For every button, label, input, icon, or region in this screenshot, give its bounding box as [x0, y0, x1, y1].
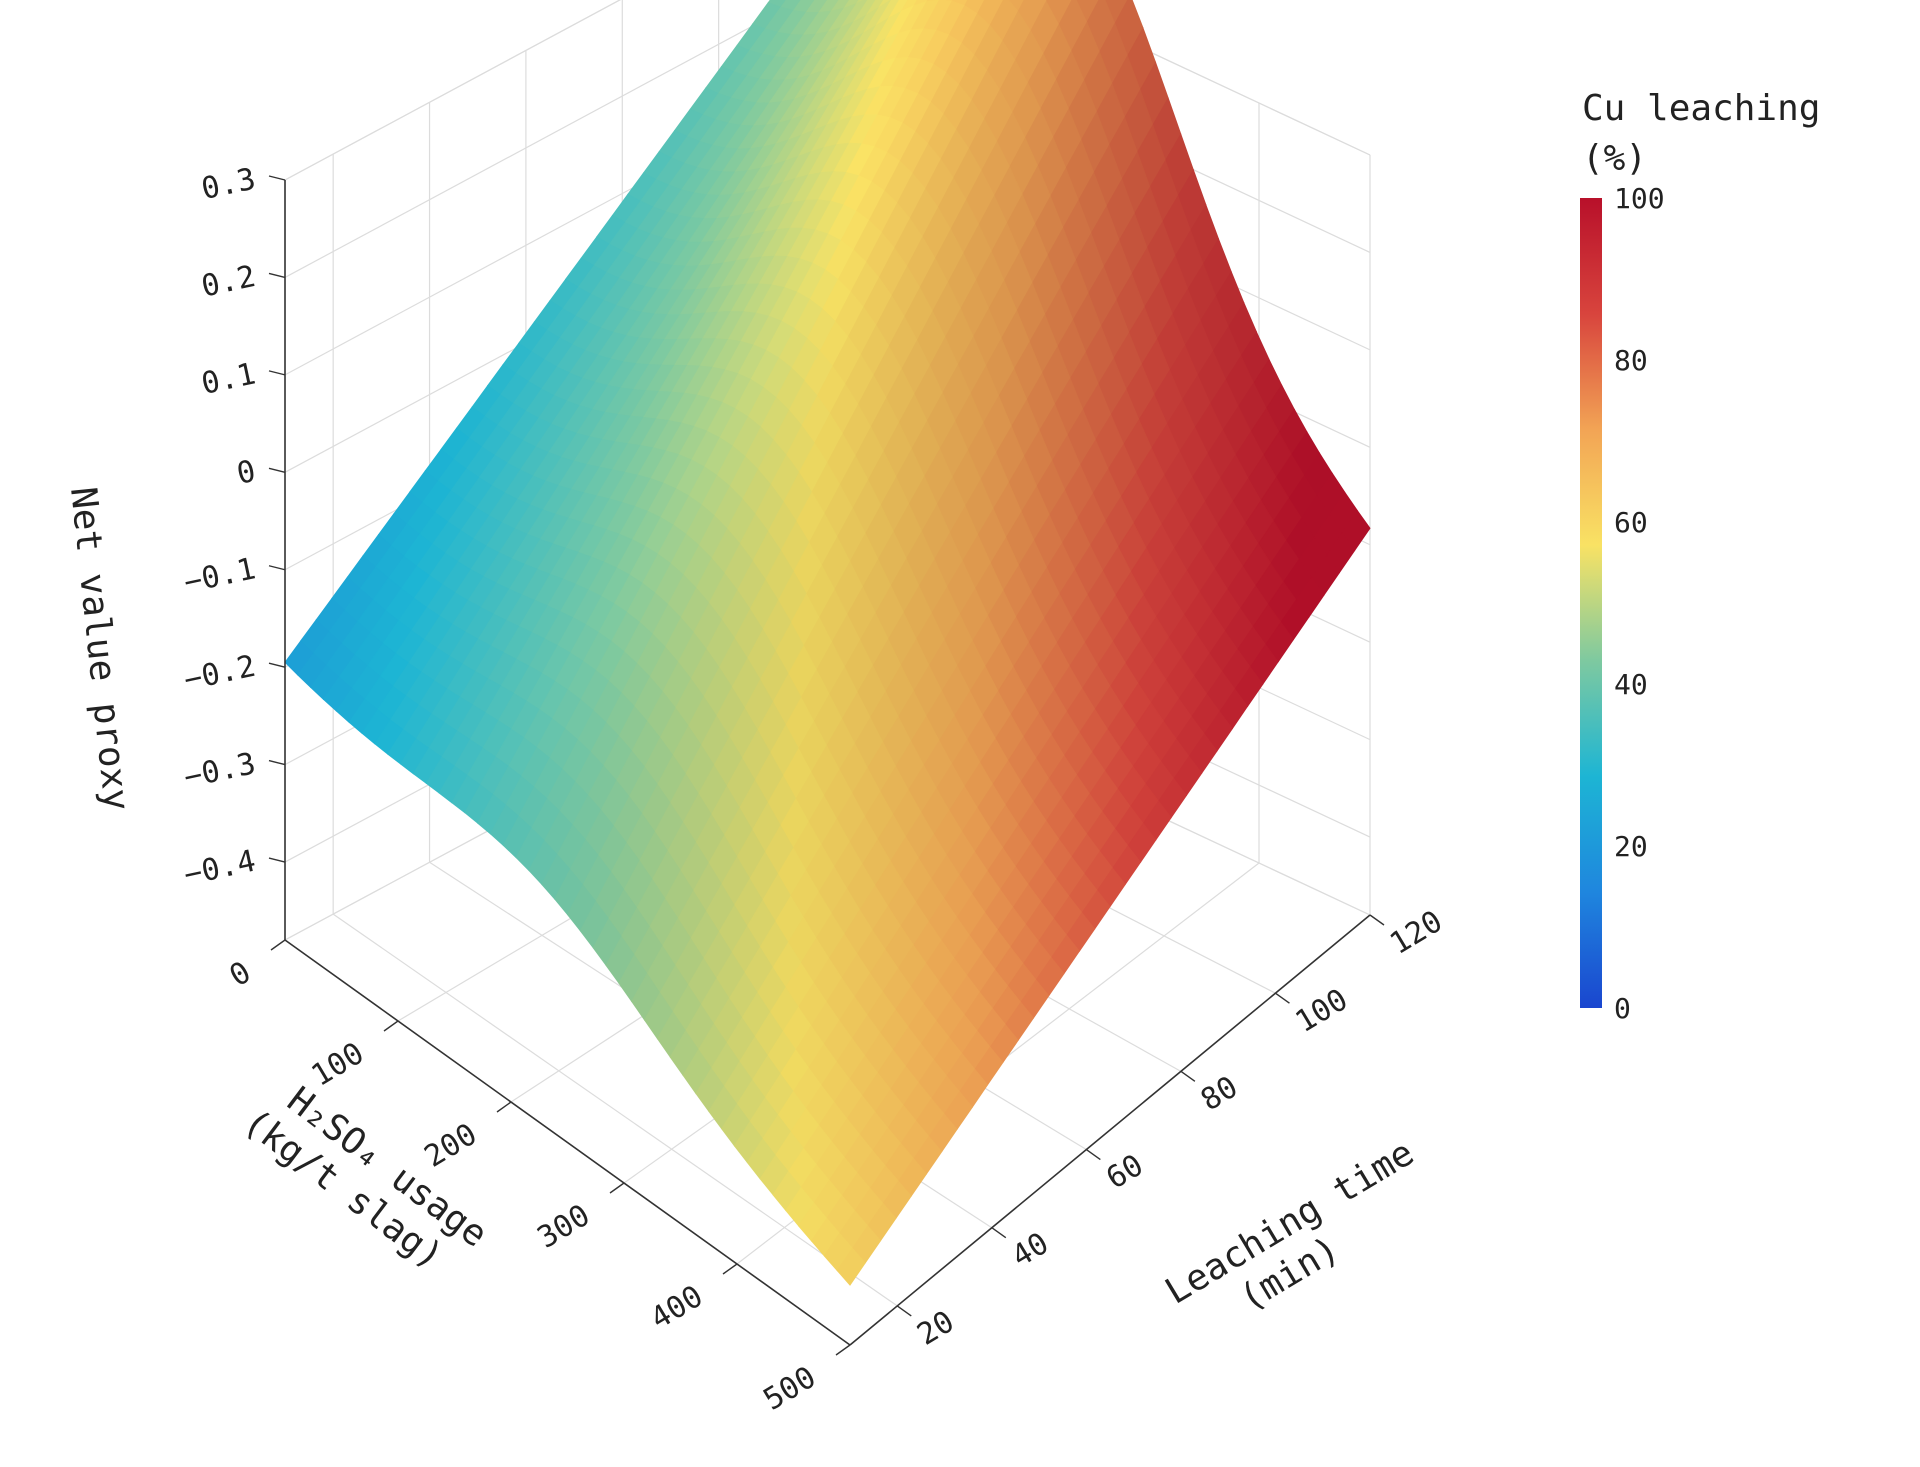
z-tick-label: −0.4: [181, 844, 259, 893]
y-tick-label: 120: [1384, 904, 1448, 962]
floor-grid-y: [332, 913, 898, 1307]
x-tick-label: 400: [645, 1279, 709, 1337]
z-tick-mark: [268, 272, 286, 279]
y-tick-mark: [1180, 1070, 1196, 1082]
x-tick-mark: [270, 939, 286, 951]
colorbar-title: Cu leaching (%): [1582, 88, 1820, 179]
colorbar-tick-label: 40: [1614, 668, 1648, 701]
x-tick-label: 0: [224, 955, 258, 994]
x-tick-mark: [722, 1263, 738, 1275]
z-tick-label: −0.2: [181, 649, 259, 698]
x-tick-label: 200: [419, 1117, 483, 1175]
z-tick-mark: [268, 662, 286, 668]
colorbar-tick-label: 20: [1614, 830, 1648, 863]
z-tick-mark: [268, 370, 286, 376]
y-tick-label: 20: [911, 1304, 960, 1353]
surface-patch: [836, 1247, 866, 1286]
colorbar-gradient: [1580, 198, 1602, 1008]
x-tick-mark: [609, 1182, 625, 1194]
x-tick-mark: [496, 1101, 512, 1113]
z-tick-mark: [268, 759, 286, 766]
z-axis-title: Net value proxy: [62, 485, 137, 813]
z-tick-label: 0: [234, 454, 259, 492]
z-tick-label: −0.1: [181, 551, 259, 600]
x-axis-line: [284, 939, 851, 1346]
colorbar-tick-label: 80: [1614, 344, 1648, 377]
y-tick-label: 40: [1006, 1226, 1055, 1275]
y-tick-label: 80: [1195, 1070, 1244, 1119]
z-tick-label: 0.1: [198, 356, 258, 402]
axes-layer: [268, 175, 1385, 1356]
colorbar: Cu leaching (%) 0 20 40 60 80 100: [1580, 88, 1820, 1025]
wall-grid-z: [284, 0, 622, 181]
x-tick-mark: [835, 1344, 851, 1356]
z-tick-mark: [268, 467, 286, 473]
x-tick-label: 100: [306, 1036, 370, 1094]
colorbar-tick-label: 60: [1614, 506, 1648, 539]
wall-grid-z: [284, 0, 803, 278]
z-tick-mark: [268, 175, 286, 181]
z-tick-label: −0.3: [181, 746, 259, 795]
x-tick-mark: [383, 1020, 399, 1032]
z-tick-label: 0.2: [198, 259, 258, 305]
y-axis-title: Leaching time(min): [1159, 1132, 1444, 1350]
z-tick-mark: [268, 857, 286, 863]
y-tick-mark: [991, 1227, 1007, 1239]
y-tick-label: 100: [1290, 982, 1354, 1040]
x-axis-title: H₂SO₄ usage(kg/t slag): [236, 1066, 495, 1291]
x-tick-label: 300: [532, 1198, 596, 1256]
y-tick-mark: [896, 1305, 912, 1317]
y-tick-mark: [1369, 914, 1385, 926]
x-tick-label: 500: [758, 1360, 822, 1418]
colorbar-tick-label: 100: [1614, 182, 1665, 215]
z-tick-label: 0.3: [198, 162, 258, 208]
y-tick-mark: [1085, 1148, 1101, 1161]
y-axis-line: [849, 914, 1371, 1346]
y-tick-mark: [1275, 992, 1290, 1004]
y-tick-label: 60: [1100, 1148, 1149, 1197]
colorbar-tick-label: 0: [1614, 992, 1631, 1025]
surface-layer: [284, 0, 1371, 1286]
z-tick-mark: [268, 565, 286, 571]
